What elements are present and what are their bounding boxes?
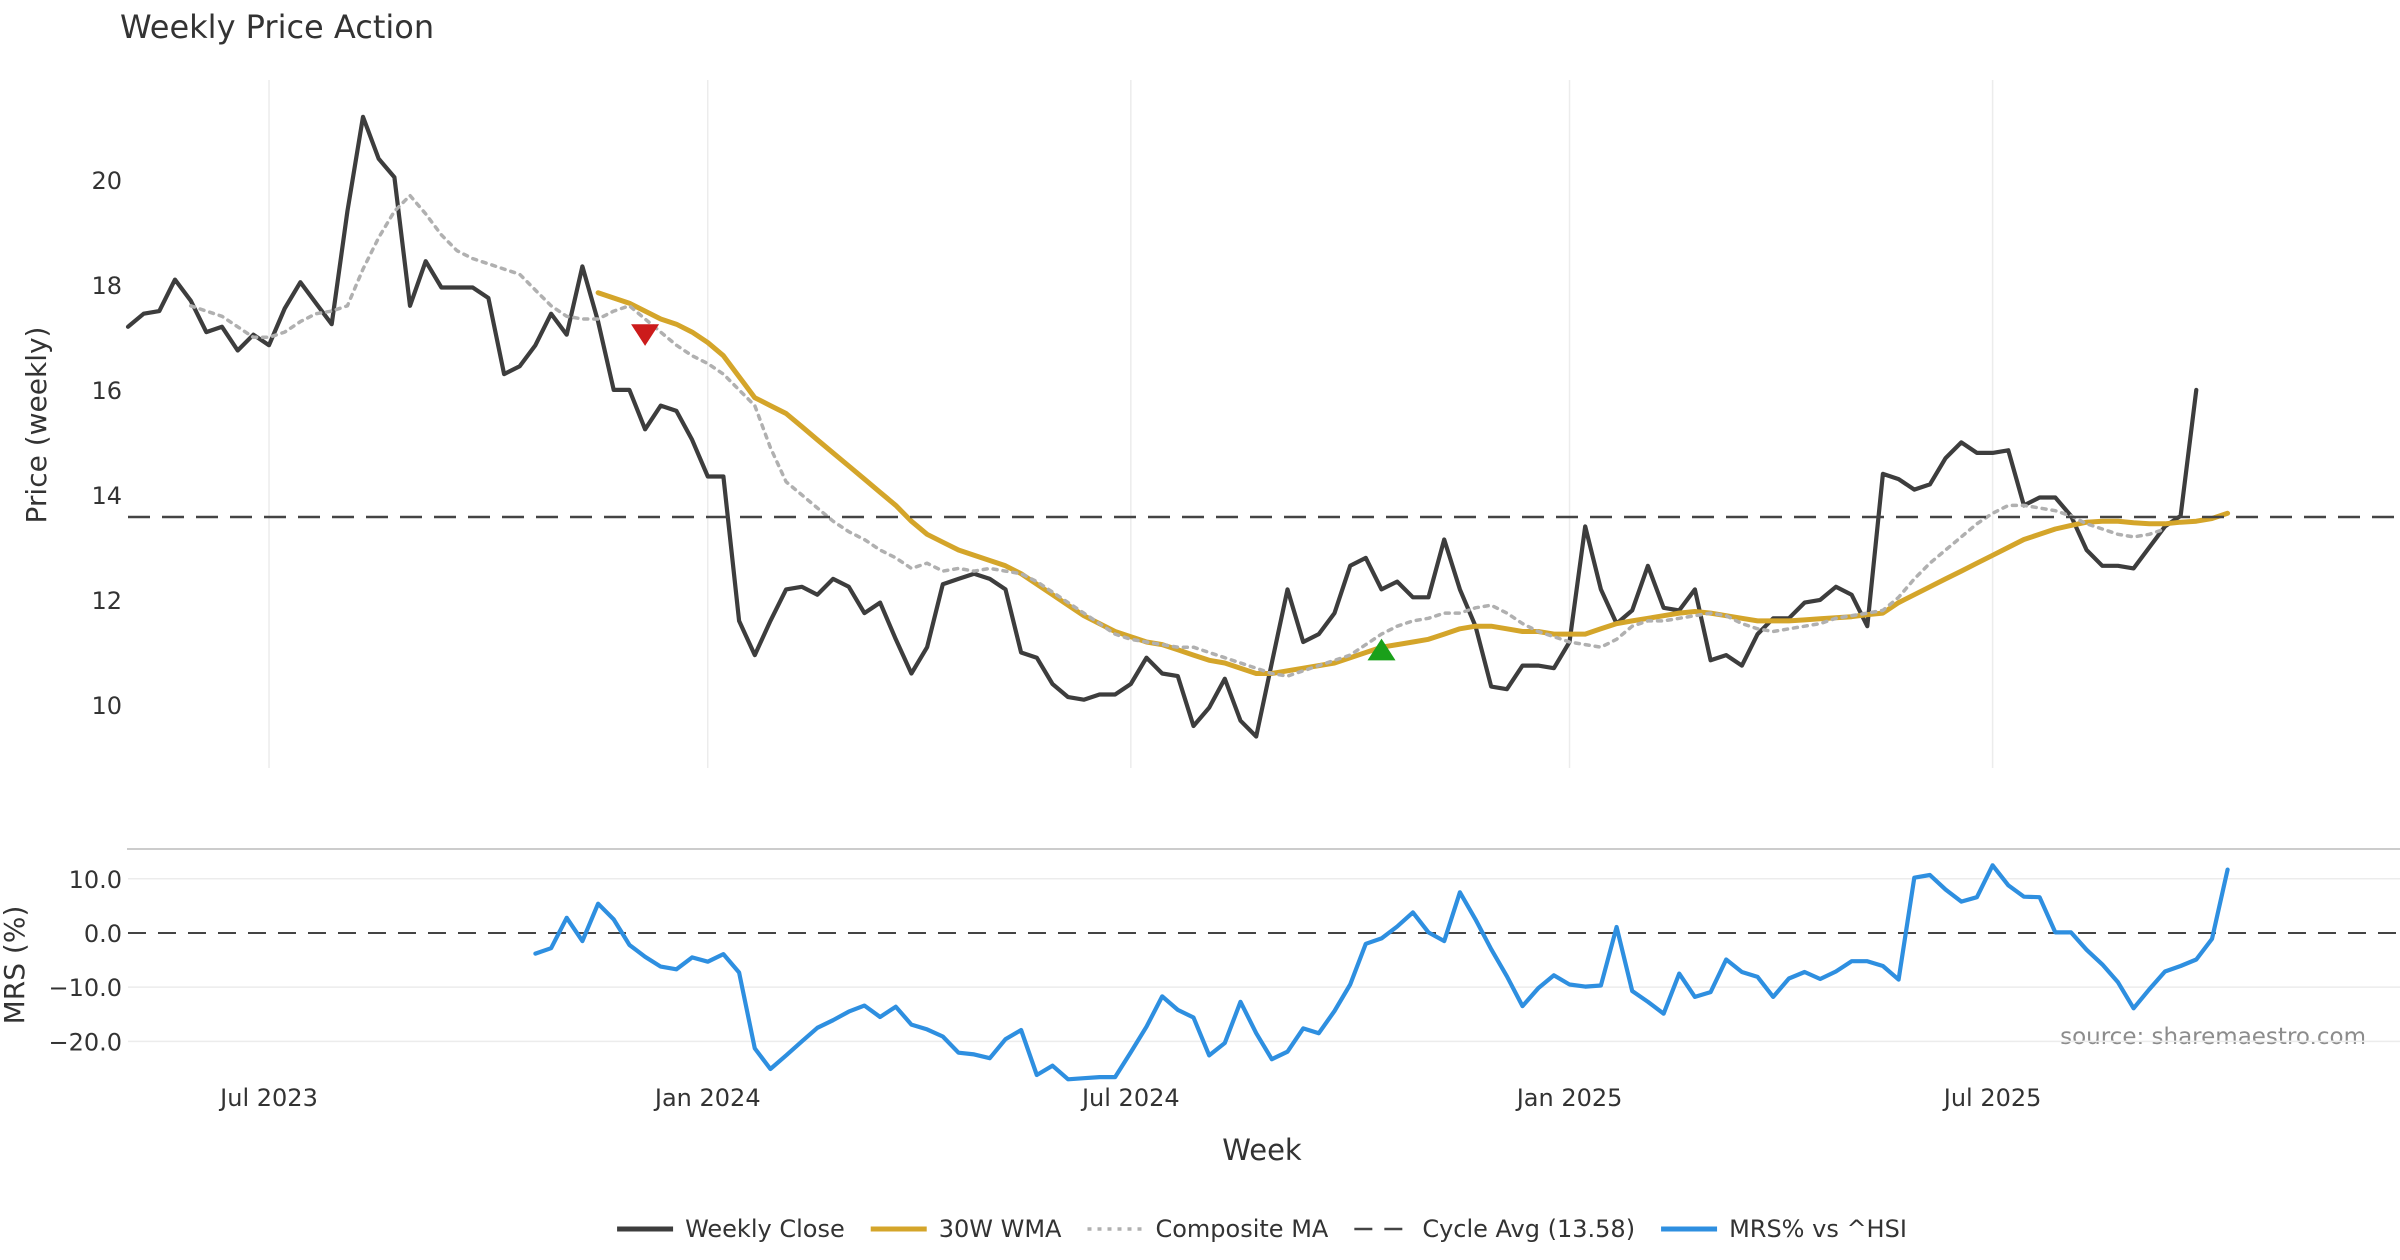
series-30w-wma-line <box>595 290 2231 676</box>
legend-label-mrs-vs-hsi: MRS% vs ^HSI <box>1729 1215 1907 1243</box>
x-tick-label-jul-2023: Jul 2023 <box>218 1084 318 1112</box>
mrs-y-axis-label: MRS (%) <box>0 906 31 1025</box>
legend-label-composite-ma: Composite MA <box>1155 1215 1328 1243</box>
price-y-axis-label: Price (weekly) <box>20 327 53 524</box>
price-y-tick-label-14: 14 <box>91 482 122 510</box>
x-axis-label: Week <box>1222 1133 1302 1167</box>
mrs-y-tick-label-2: −10.0 <box>48 974 122 1002</box>
series-weekly-close-line <box>125 114 2199 739</box>
series-composite-ma-line <box>188 193 2167 678</box>
buy-signal-marker <box>1367 638 1396 661</box>
mrs-y-tick-label-3: −20.0 <box>48 1028 122 1056</box>
x-tick-label-jan-2025: Jan 2025 <box>1515 1084 1623 1112</box>
legend-label-30w-wma: 30W WMA <box>939 1215 1062 1243</box>
price-y-tick-label-10: 10 <box>91 692 122 720</box>
price-y-tick-label-18: 18 <box>91 272 122 300</box>
legend-label-weekly-close: Weekly Close <box>685 1215 845 1243</box>
mrs-y-tick-label-1: 0.0 <box>84 920 122 948</box>
price-y-tick-label-20: 20 <box>91 167 122 195</box>
x-tick-label-jul-2025: Jul 2025 <box>1942 1084 2042 1112</box>
legend-label-cycle-avg-13-58: Cycle Avg (13.58) <box>1422 1215 1635 1243</box>
mrs-y-tick-label-0: 10.0 <box>69 866 122 894</box>
sell-signal-marker <box>631 324 660 346</box>
price-y-tick-label-12: 12 <box>91 587 122 615</box>
chart-title: Weekly Price Action <box>120 8 434 46</box>
x-tick-label-jul-2024: Jul 2024 <box>1080 1084 1180 1112</box>
x-tick-label-jan-2024: Jan 2024 <box>653 1084 761 1112</box>
series-mrs-vs-hsi-line <box>533 863 2230 1082</box>
source-annotation: source: sharemaestro.com <box>2060 1024 2366 1050</box>
price-y-tick-label-16: 16 <box>91 377 122 405</box>
